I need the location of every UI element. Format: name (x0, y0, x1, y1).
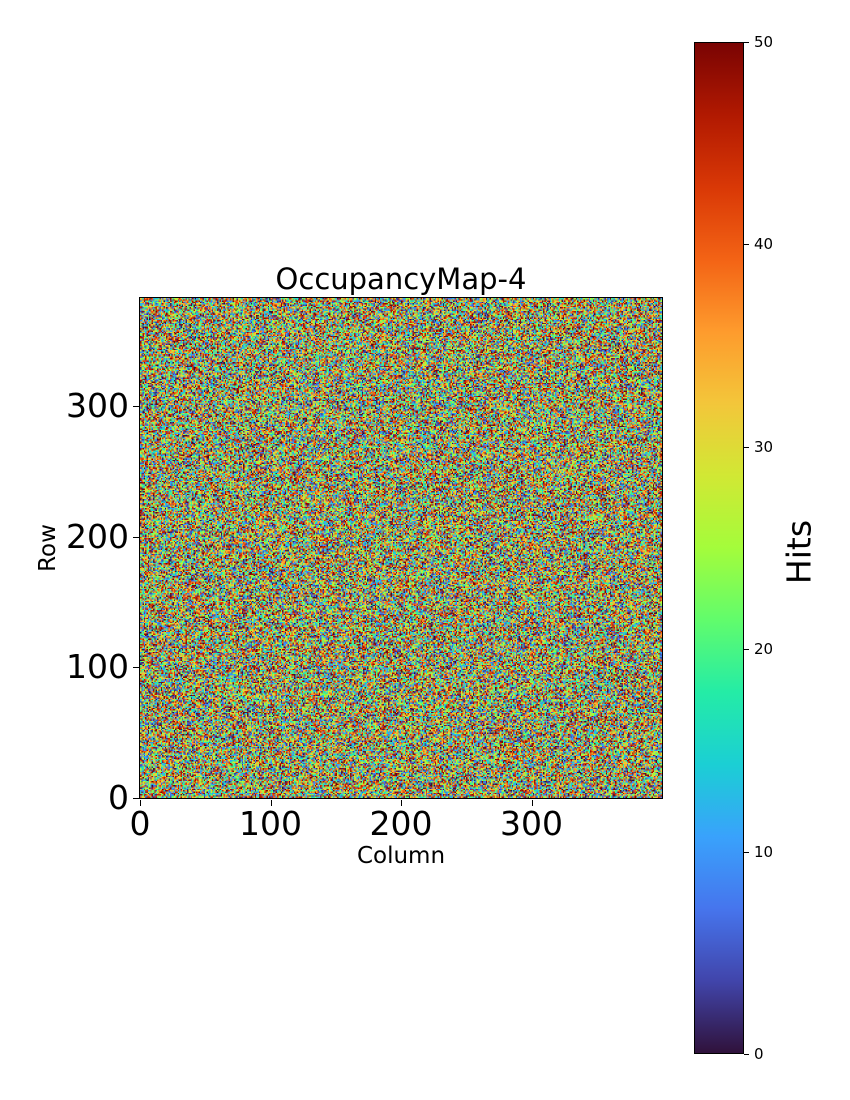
colorbar-tick (744, 1054, 749, 1055)
y-axis-label: Row (35, 524, 61, 572)
colorbar-tick (744, 446, 749, 448)
colorbar-tick (744, 649, 749, 651)
colorbar-tick-label: 40 (754, 235, 774, 254)
chart-title: OccupancyMap-4 (275, 262, 527, 296)
x-tick (531, 800, 533, 806)
colorbar-tick (744, 851, 749, 853)
colorbar-label: Hits (779, 519, 819, 585)
y-tick (133, 406, 139, 408)
colorbar-tick-label: 20 (754, 640, 774, 659)
colorbar-tick-label: 0 (754, 1045, 764, 1063)
y-tick-label: 200 (66, 516, 129, 556)
y-tick (133, 667, 139, 669)
x-tick (401, 800, 402, 806)
y-tick (133, 798, 139, 799)
colorbar-tick-label: 30 (754, 437, 774, 456)
y-tick-label: 100 (66, 647, 129, 687)
y-tick-label: 300 (66, 386, 129, 426)
colorbar-tick (744, 244, 749, 246)
x-tick-label: 0 (129, 804, 151, 843)
x-tick-label: 300 (500, 804, 563, 843)
x-tick (270, 800, 272, 806)
x-tick-label: 200 (369, 804, 433, 843)
y-tick (133, 536, 139, 538)
x-tick (140, 800, 141, 806)
x-tick-label: 100 (239, 804, 302, 843)
heatmap-plot (140, 298, 662, 798)
colorbar-tick-label: 10 (754, 842, 774, 861)
colorbar (694, 42, 744, 1054)
colorbar-tick (744, 42, 749, 43)
x-axis-label: Column (356, 843, 446, 869)
y-tick-label: 0 (108, 778, 129, 817)
colorbar-tick-label: 50 (754, 33, 774, 51)
